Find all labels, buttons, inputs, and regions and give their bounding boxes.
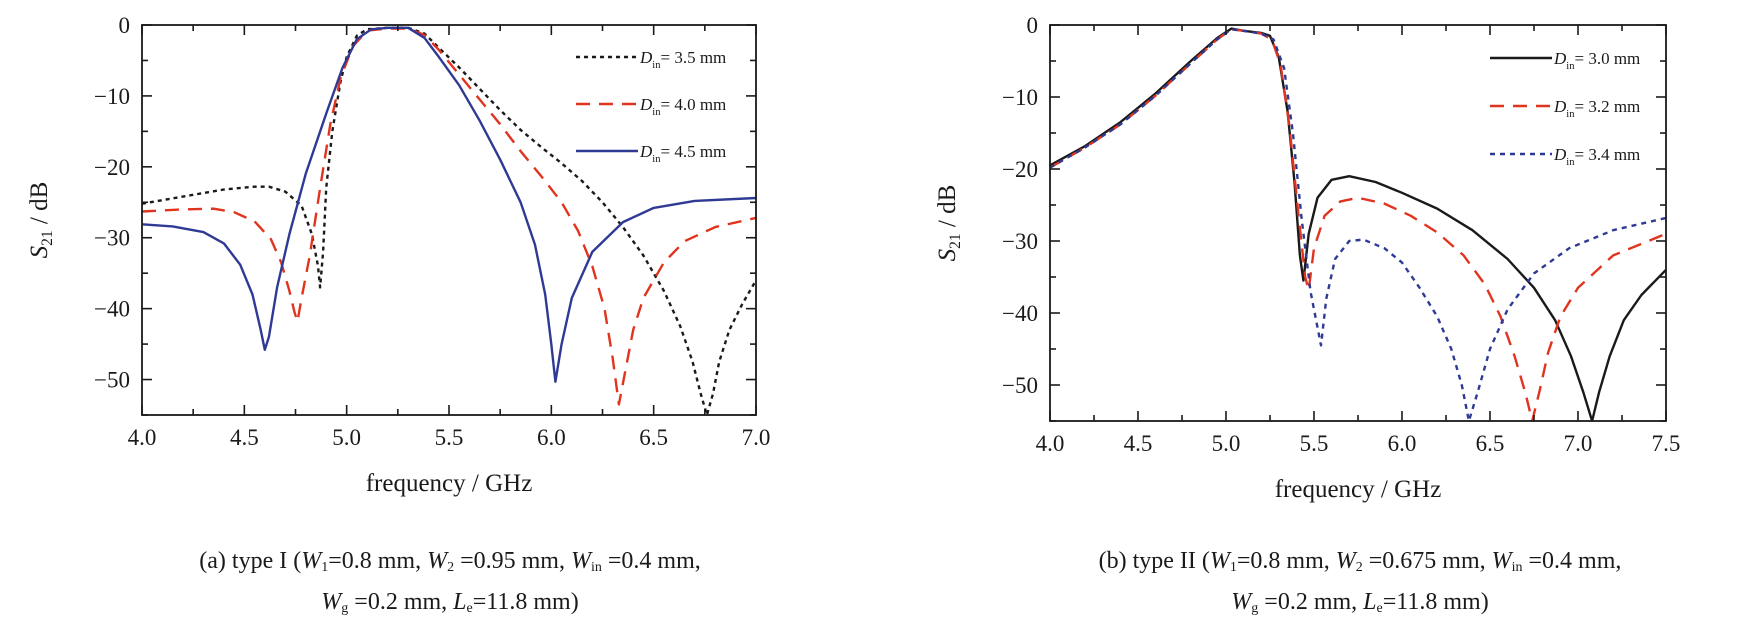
x-tick-label: 7.0 <box>742 425 771 450</box>
y-tick-label: −20 <box>1002 157 1038 182</box>
y-tick-label: −20 <box>94 155 130 180</box>
y-axis-title: S21 / dB <box>934 185 964 262</box>
x-tick-label: 5.5 <box>435 425 464 450</box>
legend-label-1: Din= 3.0 mm <box>1553 49 1640 72</box>
x-tick-label: 5.5 <box>1300 431 1329 456</box>
y-tick-label: −50 <box>94 368 130 393</box>
legend-label-1: Din= 3.5 mm <box>639 48 726 71</box>
y-tick-label: −40 <box>94 297 130 322</box>
caption-a: (a) type I (W1=0.8 mm, W2 =0.95 mm, Win … <box>100 544 800 626</box>
x-tick-label: 7.0 <box>1564 431 1593 456</box>
x-tick-label: 6.0 <box>1388 431 1417 456</box>
chart-a: 4.0 4.5 5.0 5.5 6.0 6.5 7.0 0 −10 −20 −30 −40 −50 fre… <box>26 13 770 497</box>
caption-b: (b) type II (W1=0.8 mm, W2 =0.675 mm, Wi… <box>990 544 1730 626</box>
legend-label-2: Din= 4.0 mm <box>639 95 726 118</box>
series-line-1 <box>1050 27 1666 421</box>
x-axis-title: frequency / GHz <box>366 470 533 497</box>
x-tick-label: 4.5 <box>1124 431 1153 456</box>
caption-a-line2: Wg =0.2 mm, Le=11.8 mm) <box>321 589 579 616</box>
y-tick-label: −40 <box>1002 301 1038 326</box>
x-axis-title: frequency / GHz <box>1275 476 1442 503</box>
x-tick-label: 6.0 <box>537 425 566 450</box>
caption-b-line1: (b) type II (W1=0.8 mm, W2 =0.675 mm, Wi… <box>1098 548 1622 575</box>
legend-label-2: Din= 3.2 mm <box>1553 97 1640 120</box>
caption-a-line1: (a) type I (W1=0.8 mm, W2 =0.95 mm, Win … <box>199 548 701 575</box>
chart-b: 4.0 4.5 5.0 5.5 6.0 6.5 7.0 7.5 0 −10 −20 −30 −40 −50… <box>934 13 1680 503</box>
legend-label-3: Din= 4.5 mm <box>639 142 726 165</box>
x-tick-label: 6.5 <box>1476 431 1505 456</box>
y-tick-label: −10 <box>1002 85 1038 110</box>
plot-frame <box>141 24 757 416</box>
y-axis-title: S21 / dB <box>26 182 56 259</box>
legend: Din= 3.0 mm Din= 3.2 mm Din= 3.4 mm <box>1490 49 1640 168</box>
x-tick-label: 4.0 <box>128 425 157 450</box>
series-line-3 <box>1050 28 1666 421</box>
x-tick-label: 6.5 <box>639 425 668 450</box>
x-tick-label: 5.0 <box>332 425 361 450</box>
x-tick-label: 4.5 <box>230 425 259 450</box>
series-line-1 <box>142 26 756 415</box>
y-tick-label: −30 <box>94 226 130 251</box>
x-tick-label: 7.5 <box>1652 431 1681 456</box>
x-tick-label: 4.0 <box>1036 431 1065 456</box>
legend-label-3: Din= 3.4 mm <box>1553 145 1640 168</box>
y-tick-label: −10 <box>94 84 130 109</box>
y-tick-label: 0 <box>119 13 131 38</box>
legend: Din= 3.5 mm Din= 4.0 mm Din= 4.5 mm <box>576 48 726 165</box>
x-tick-label: 5.0 <box>1212 431 1241 456</box>
series-line-3 <box>142 26 756 383</box>
y-tick-label: −50 <box>1002 373 1038 398</box>
y-tick-label: −30 <box>1002 229 1038 254</box>
y-tick-label: 0 <box>1027 13 1039 38</box>
caption-b-line2: Wg =0.2 mm, Le=11.8 mm) <box>1231 589 1489 616</box>
series-line-2 <box>142 27 756 406</box>
